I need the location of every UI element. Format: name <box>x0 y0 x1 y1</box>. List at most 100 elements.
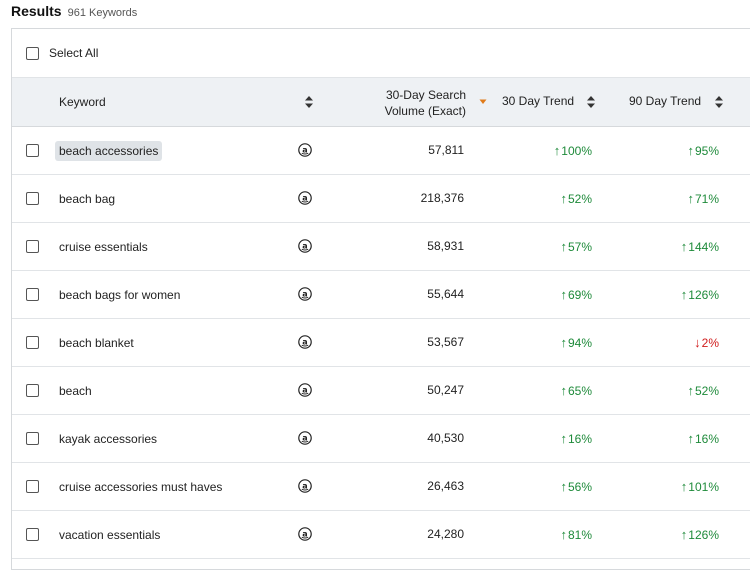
amazon-icon[interactable]: a <box>298 335 312 349</box>
trend-value: 100% <box>561 143 592 158</box>
trend-30day: ↑ 69% <box>512 271 592 318</box>
column-header-volume-line2: Volume (Exact) <box>384 104 466 118</box>
amazon-icon[interactable]: a <box>298 287 312 301</box>
table-row: beach blanket a 53,567 ↑ 94% ↓ 2% <box>12 319 750 367</box>
trend-up-arrow-icon: ↑ <box>560 383 567 398</box>
trend-up-arrow-icon: ↑ <box>553 143 561 158</box>
trend-90day: ↑ 71% <box>640 175 719 222</box>
column-header-keyword[interactable]: Keyword <box>59 95 106 109</box>
trend-30day: ↑ 57% <box>512 223 592 270</box>
trend-90day: ↑ 95% <box>640 127 719 174</box>
keyword-text[interactable]: cruise essentials <box>59 239 148 254</box>
keyword-text[interactable]: beach accessories <box>55 140 163 161</box>
row-checkbox[interactable] <box>26 384 39 397</box>
trend-up-arrow-icon: ↑ <box>560 239 567 254</box>
column-header-volume[interactable]: 30-Day Search Volume (Exact) <box>376 87 466 119</box>
select-all-checkbox[interactable] <box>26 46 39 60</box>
keyword-cell[interactable]: kayak accessories <box>59 415 229 462</box>
amazon-icon[interactable]: a <box>298 479 312 493</box>
keyword-text[interactable]: beach bag <box>59 191 116 206</box>
table-row: beach a 50,247 ↑ 65% ↑ 52% <box>12 367 750 415</box>
amazon-icon[interactable]: a <box>298 143 312 157</box>
keyword-cell[interactable]: beach <box>59 367 229 414</box>
trend-90day: ↑ 101% <box>640 463 719 510</box>
trend-value: 57% <box>567 239 592 254</box>
row-checkbox[interactable] <box>26 192 39 205</box>
keyword-cell[interactable]: beach bags for women <box>59 271 229 318</box>
amazon-icon[interactable]: a <box>298 191 312 205</box>
trend-up-arrow-icon: ↑ <box>560 191 567 206</box>
trend-up-arrow-icon: ↑ <box>560 527 567 542</box>
table-row: beach bags for women a 55,644 ↑ 69% ↑ 126% <box>12 271 750 319</box>
row-checkbox[interactable] <box>26 288 39 301</box>
trend-value: 52% <box>694 383 719 398</box>
keyword-text[interactable]: beach bags for women <box>59 287 181 302</box>
trend-value: 126% <box>688 527 719 542</box>
keyword-cell[interactable]: beach bag <box>59 175 229 222</box>
svg-text:a: a <box>302 481 307 490</box>
table-row: vacation essentials a 24,280 ↑ 81% ↑ 126% <box>12 511 750 559</box>
trend-up-arrow-icon: ↑ <box>680 287 688 302</box>
trend-up-arrow-icon: ↑ <box>560 479 567 494</box>
amazon-icon[interactable]: a <box>298 239 312 253</box>
table-header: Keyword 30-Day Search Volume (Exact) 30 … <box>12 78 750 127</box>
search-volume: 40,530 <box>427 431 464 445</box>
trend-up-arrow-icon: ↑ <box>687 383 694 398</box>
trend-30day: ↑ 100% <box>512 127 592 174</box>
keyword-text[interactable]: kayak accessories <box>59 431 158 446</box>
results-header: Results 961 Keywords <box>11 3 137 23</box>
svg-text:a: a <box>302 289 307 298</box>
sort-icon[interactable] <box>587 96 595 108</box>
amazon-icon[interactable]: a <box>298 527 312 541</box>
row-checkbox[interactable] <box>26 480 39 493</box>
keyword-text[interactable]: beach blanket <box>59 335 134 350</box>
trend-value: 56% <box>567 479 592 494</box>
keyword-cell[interactable]: cruise essentials <box>59 223 229 270</box>
keyword-text[interactable]: beach <box>59 383 92 398</box>
trend-value: 65% <box>567 383 592 398</box>
trend-up-arrow-icon: ↑ <box>560 287 567 302</box>
sort-desc-active-icon[interactable] <box>479 98 487 110</box>
trend-30day: ↑ 94% <box>512 319 592 366</box>
column-header-30day-trend[interactable]: 30 Day Trend <box>502 94 575 108</box>
results-table: Select All Keyword 30-Day Search Volume … <box>11 28 750 570</box>
select-all-row[interactable]: Select All <box>12 29 750 78</box>
select-all-label: Select All <box>49 46 99 60</box>
row-checkbox[interactable] <box>26 528 39 541</box>
keyword-cell[interactable]: vacation essentials <box>59 511 229 558</box>
keyword-cell[interactable]: beach accessories <box>55 127 229 174</box>
svg-text:a: a <box>302 337 307 346</box>
keyword-text[interactable]: vacation essentials <box>59 527 161 542</box>
trend-30day: ↑ 56% <box>512 463 592 510</box>
keyword-cell[interactable]: beach blanket <box>59 319 229 366</box>
search-volume: 55,644 <box>427 287 464 301</box>
sort-icon[interactable] <box>305 96 313 108</box>
keyword-cell[interactable]: cruise accessories must haves <box>59 463 229 510</box>
row-checkbox[interactable] <box>26 336 39 349</box>
column-header-90day-trend[interactable]: 90 Day Trend <box>629 94 702 108</box>
trend-up-arrow-icon: ↑ <box>687 191 694 206</box>
search-volume: 58,931 <box>427 239 464 253</box>
trend-30day: ↑ 16% <box>512 415 592 462</box>
trend-down-arrow-icon: ↓ <box>694 335 701 350</box>
table-row: cruise essentials a 58,931 ↑ 57% ↑ 144% <box>12 223 750 271</box>
trend-90day: ↑ 52% <box>640 367 719 414</box>
row-checkbox[interactable] <box>26 144 39 157</box>
trend-value: 94% <box>567 335 592 350</box>
amazon-icon[interactable]: a <box>298 431 312 445</box>
trend-90day: ↓ 2% <box>640 319 719 366</box>
svg-text:a: a <box>302 145 307 154</box>
keyword-text[interactable]: cruise accessories must haves <box>59 479 223 494</box>
table-body: beach accessories a 57,811 ↑ 100% ↑ 95% be… <box>12 127 750 559</box>
search-volume: 53,567 <box>427 335 464 349</box>
trend-value: 81% <box>567 527 592 542</box>
amazon-icon[interactable]: a <box>298 383 312 397</box>
sort-icon[interactable] <box>715 96 723 108</box>
row-checkbox[interactable] <box>26 432 39 445</box>
keyword-count: 961 Keywords <box>67 7 138 19</box>
trend-value: 126% <box>688 287 719 302</box>
trend-value: 71% <box>694 191 719 206</box>
svg-text:a: a <box>302 193 307 202</box>
row-checkbox[interactable] <box>26 240 39 253</box>
trend-90day: ↑ 144% <box>640 223 719 270</box>
